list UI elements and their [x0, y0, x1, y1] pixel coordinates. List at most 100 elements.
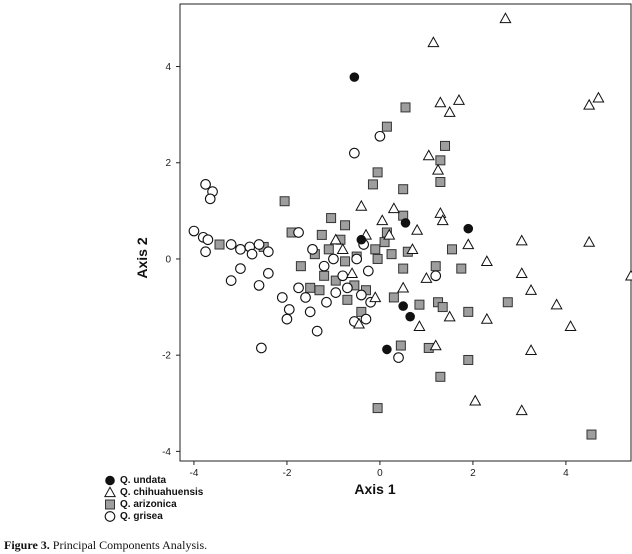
point-q-chihuahuensis	[431, 163, 445, 175]
point-q-chihuahuensis	[411, 223, 424, 235]
point-q-arizonica	[463, 354, 474, 365]
point-q-chihuahuensis	[406, 243, 419, 254]
point-q-arizonica	[326, 213, 337, 224]
point-q-chihuahuensis	[436, 214, 449, 226]
point-q-grisea	[235, 263, 246, 274]
point-q-chihuahuensis	[355, 199, 368, 211]
point-q-arizonica	[372, 167, 383, 178]
point-q-arizonica	[502, 297, 513, 308]
point-q-chihuahuensis	[336, 243, 349, 254]
y-axis-ticks: -4 -2 0 2 4	[162, 62, 180, 458]
point-q-grisea	[374, 130, 386, 142]
x-tick-label: 0	[377, 468, 383, 479]
point-q-grisea	[321, 296, 332, 308]
x-axis-title: Axis 1	[354, 481, 395, 497]
point-q-arizonica	[367, 179, 378, 190]
legend-label: Q. grisea	[120, 510, 163, 522]
point-q-arizonica	[414, 299, 425, 310]
legend-swatch	[105, 499, 115, 510]
point-q-grisea	[188, 225, 200, 237]
legend: Q. undata Q. chihuahuensis Q. arizonica Q. …	[104, 474, 203, 522]
point-q-undata	[356, 234, 367, 245]
point-q-grisea	[362, 265, 374, 277]
legend-marker	[105, 475, 115, 486]
y-tick-label: 0	[165, 254, 171, 265]
point-q-grisea	[225, 239, 237, 250]
point-q-grisea	[393, 352, 404, 363]
point-q-grisea	[235, 243, 246, 255]
legend-swatch	[104, 511, 116, 522]
point-q-chihuahuensis	[429, 339, 442, 351]
legend-label: Q. undata	[120, 474, 167, 486]
point-q-grisea	[253, 239, 265, 250]
x-tick-label: 4	[563, 468, 569, 479]
point-q-chihuahuensis	[583, 98, 596, 110]
point-q-grisea	[262, 246, 274, 258]
point-q-chihuahuensis	[420, 271, 433, 283]
point-q-arizonica	[323, 244, 334, 255]
point-q-arizonica	[400, 102, 411, 113]
point-q-chihuahuensis	[452, 93, 466, 105]
point-q-arizonica	[435, 176, 446, 187]
point-q-arizonica	[435, 155, 446, 166]
point-q-grisea	[430, 270, 442, 282]
legend-item: Q. undata	[104, 474, 203, 486]
point-q-chihuahuensis	[345, 267, 359, 279]
point-q-grisea	[202, 234, 214, 246]
point-q-chihuahuensis	[624, 269, 632, 281]
point-q-arizonica	[437, 302, 448, 313]
point-q-arizonica	[440, 140, 451, 151]
point-q-grisea	[204, 193, 216, 205]
point-q-arizonica	[435, 371, 446, 382]
point-q-grisea	[349, 147, 360, 159]
point-q-arizonica	[446, 244, 457, 255]
point-q-grisea	[300, 292, 311, 303]
legend-swatch	[104, 486, 116, 498]
point-q-arizonica	[372, 403, 383, 414]
legend-item: Q. arizonica	[104, 498, 203, 510]
point-q-grisea	[330, 287, 342, 298]
x-axis-ticks: -4 -2 0 2 4	[189, 461, 569, 479]
legend-marker	[105, 499, 115, 510]
point-q-chihuahuensis	[583, 235, 596, 247]
point-q-chihuahuensis	[443, 310, 456, 322]
point-q-grisea	[246, 248, 258, 260]
point-q-chihuahuensis	[427, 36, 440, 48]
legend-marker	[104, 511, 116, 522]
point-q-grisea	[337, 270, 349, 282]
point-q-chihuahuensis	[369, 291, 382, 303]
point-q-arizonica	[388, 292, 399, 303]
point-q-chihuahuensis	[499, 12, 512, 24]
point-q-grisea	[281, 313, 293, 325]
point-q-undata	[463, 223, 474, 234]
point-q-arizonica	[356, 306, 367, 317]
x-tick-label: 2	[470, 468, 476, 479]
point-q-chihuahuensis	[413, 320, 426, 331]
point-q-undata	[382, 344, 392, 355]
point-q-chihuahuensis	[434, 96, 447, 108]
point-q-arizonica	[340, 220, 351, 231]
y-axis-title: Axis 2	[134, 237, 150, 278]
point-q-arizonica	[456, 263, 467, 274]
point-q-chihuahuensis	[524, 344, 538, 356]
legend-item: Q. chihuahuensis	[104, 486, 203, 498]
y-tick-label: -4	[162, 447, 171, 458]
point-q-grisea	[318, 260, 330, 272]
point-q-undata	[400, 218, 411, 228]
data-points	[188, 12, 632, 440]
point-q-grisea	[293, 227, 304, 238]
point-q-undata	[405, 311, 415, 322]
y-tick-label: -2	[162, 351, 171, 362]
point-q-undata	[349, 72, 360, 82]
point-q-grisea	[256, 342, 267, 354]
legend-label: Q. chihuahuensis	[120, 486, 204, 498]
legend-item: Q. grisea	[104, 510, 203, 522]
point-q-grisea	[355, 289, 367, 301]
point-q-undata	[398, 301, 408, 311]
point-q-arizonica	[295, 261, 306, 272]
point-q-grisea	[304, 306, 316, 318]
point-q-grisea	[253, 280, 265, 291]
point-q-chihuahuensis	[550, 298, 563, 310]
point-q-chihuahuensis	[434, 207, 447, 218]
point-q-arizonica	[305, 282, 316, 293]
